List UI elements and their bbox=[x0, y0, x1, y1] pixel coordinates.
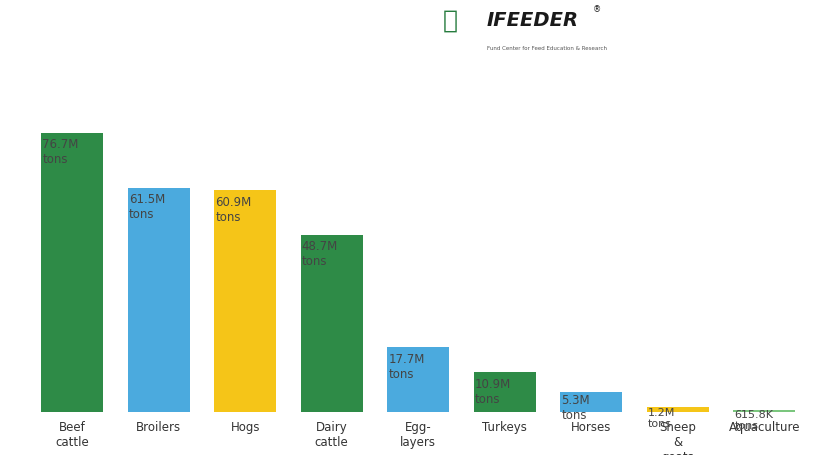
Bar bbox=[387, 347, 449, 412]
Bar bbox=[41, 132, 103, 412]
Text: 76.7M
tons: 76.7M tons bbox=[43, 138, 79, 166]
Bar bbox=[732, 410, 794, 412]
Text: 61.5M
tons: 61.5M tons bbox=[129, 193, 165, 222]
Bar bbox=[0, 425, 221, 427]
Bar bbox=[214, 190, 276, 412]
Text: 1.2M
tons: 1.2M tons bbox=[647, 408, 674, 430]
Text: 17.7M
tons: 17.7M tons bbox=[388, 353, 424, 381]
Text: Based on the January 2025, "Animal Feed Consumption" report, prepared for IFEEDE: Based on the January 2025, "Animal Feed … bbox=[193, 433, 626, 439]
Bar bbox=[598, 425, 819, 427]
Text: 48.7M
tons: 48.7M tons bbox=[301, 240, 337, 268]
Bar bbox=[646, 407, 708, 412]
Text: 615.8K
tons: 615.8K tons bbox=[734, 410, 772, 431]
Text: 5.3M
tons: 5.3M tons bbox=[561, 394, 589, 422]
Text: Fund Center for Feed Education & Research: Fund Center for Feed Education & Researc… bbox=[486, 46, 606, 51]
Bar bbox=[128, 188, 189, 412]
Text: IFEEDER: IFEEDER bbox=[486, 10, 578, 30]
Text: 60.9M
tons: 60.9M tons bbox=[215, 196, 251, 223]
Bar bbox=[598, 445, 819, 447]
Bar bbox=[473, 372, 535, 412]
Bar bbox=[559, 393, 622, 412]
Bar bbox=[301, 234, 362, 412]
Bar bbox=[0, 445, 221, 447]
Text: ®: ® bbox=[592, 5, 600, 14]
Text: 10.9M
tons: 10.9M tons bbox=[474, 378, 510, 405]
Text: ⟂: ⟂ bbox=[442, 8, 457, 32]
